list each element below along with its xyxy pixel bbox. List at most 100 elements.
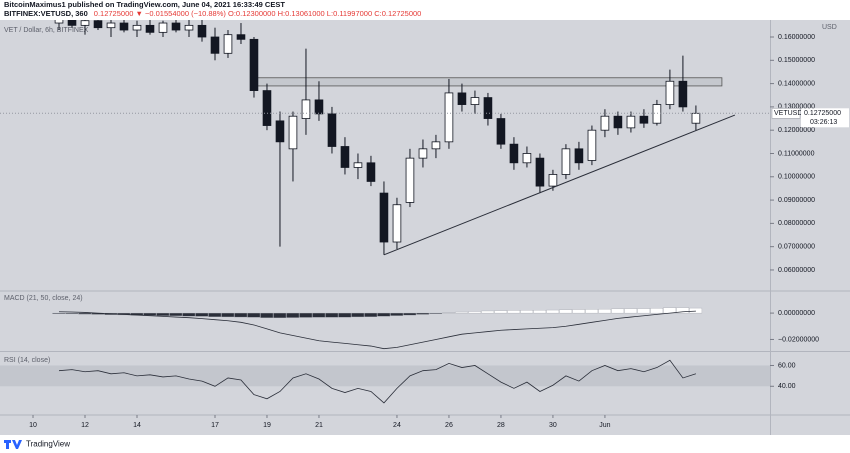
macd-histogram-bar xyxy=(455,311,469,314)
macd-histogram-bar xyxy=(325,312,339,318)
candle-body xyxy=(210,36,220,54)
macd-histogram-bar xyxy=(234,312,248,318)
x-tick-label: 17 xyxy=(211,422,219,429)
last-price-bg xyxy=(801,108,849,128)
macd-histogram-bar xyxy=(585,309,599,314)
macd-histogram-bar xyxy=(546,309,560,314)
y-tick-label: 0.09000000 xyxy=(778,197,815,204)
macd-histogram-bar xyxy=(338,312,352,318)
candle-body xyxy=(54,20,64,24)
candle-body xyxy=(327,113,337,147)
candle-body xyxy=(509,143,519,164)
candle-body xyxy=(574,148,584,164)
macd-histogram-bar xyxy=(208,312,222,317)
candle-body xyxy=(418,148,428,159)
rsi-band xyxy=(0,365,770,387)
macd-histogram-bar xyxy=(351,312,365,318)
macd-histogram-bar xyxy=(637,308,651,314)
x-tick-label: 28 xyxy=(497,422,505,429)
y-tick-label: 40.00 xyxy=(778,383,796,390)
macd-histogram-bar xyxy=(416,312,430,315)
macd-histogram-bar xyxy=(598,308,612,314)
macd-histogram-bar xyxy=(624,308,638,314)
macd-histogram-bar xyxy=(403,312,417,316)
candle-body xyxy=(470,97,480,105)
candle-body xyxy=(483,97,493,119)
quote: 0.12725000 ▼ −0.01554000 (−10.88%) O:0.1… xyxy=(94,9,422,18)
candle-body xyxy=(158,22,168,33)
macd-histogram-bar xyxy=(195,312,209,317)
y-tick-label: 0.13000000 xyxy=(778,104,815,111)
candle-body xyxy=(379,192,389,243)
candle-body xyxy=(665,80,675,105)
candle-body xyxy=(340,146,350,168)
candle-body xyxy=(93,20,103,29)
x-tick-label: 14 xyxy=(133,422,141,429)
candle-body xyxy=(600,115,610,131)
macd-histogram-bar xyxy=(364,312,378,317)
trendline xyxy=(383,114,736,256)
candle-body xyxy=(236,34,246,40)
pane xyxy=(0,359,770,404)
candle-body xyxy=(405,157,415,203)
candle-body xyxy=(587,129,597,161)
candle-body xyxy=(522,153,532,164)
countdown: 03:26:13 xyxy=(810,119,837,126)
candle-body xyxy=(613,115,623,129)
macd-histogram-bar xyxy=(481,310,495,314)
macd-histogram-bar xyxy=(572,309,586,314)
candle-body xyxy=(184,24,194,31)
candle-body xyxy=(639,115,649,124)
candle-body xyxy=(171,22,181,31)
macd-histogram-bar xyxy=(494,310,508,314)
candle-body xyxy=(119,22,129,31)
macd-histogram-bar xyxy=(520,310,534,314)
macd-histogram-bar xyxy=(65,312,79,315)
macd-histogram-bar xyxy=(377,312,391,317)
y-tick-label: 0.10000000 xyxy=(778,174,815,181)
x-tick-label: 26 xyxy=(445,422,453,429)
candle-body xyxy=(353,162,363,168)
macd-histogram-bar xyxy=(273,312,287,318)
macd-histogram-bar xyxy=(507,310,521,314)
published-line: BitcoinMaximus1 published on TradingView… xyxy=(4,0,285,9)
x-tick-label: 21 xyxy=(315,422,323,429)
candle-body xyxy=(80,20,90,26)
macd-title: MACD (21, 50, close, 24) xyxy=(4,295,83,302)
candle-body xyxy=(288,115,298,150)
resistance-zone xyxy=(253,77,723,87)
candle-body xyxy=(301,99,311,119)
y-tick-label: 0.08000000 xyxy=(778,220,815,227)
candle-body xyxy=(678,80,688,108)
x-tick-label: 19 xyxy=(263,422,271,429)
macd-histogram-bar xyxy=(468,311,482,314)
candle-body xyxy=(691,112,701,124)
candle-body xyxy=(275,120,285,143)
macd-histogram-bar xyxy=(533,310,547,314)
pane xyxy=(0,20,770,256)
candle-body xyxy=(392,204,402,243)
candle-body xyxy=(457,92,467,105)
currency: USD xyxy=(822,24,837,31)
macd-histogram-bar xyxy=(286,312,300,318)
candle-body xyxy=(548,174,558,187)
candle-body xyxy=(67,20,77,26)
last-price: 0.12725000 xyxy=(804,110,841,117)
macd-histogram-bar xyxy=(559,309,573,314)
candle-body xyxy=(535,157,545,187)
macd-histogram-bar xyxy=(247,312,261,318)
macd-histogram-bar xyxy=(169,312,183,317)
macd-histogram-bar xyxy=(299,312,313,318)
y-tick-label: 0.06000000 xyxy=(778,267,815,274)
macd-histogram-bar xyxy=(78,312,92,315)
candle-body xyxy=(145,24,155,33)
macd-histogram-bar xyxy=(312,312,326,318)
y-tick-label: 0.14000000 xyxy=(778,80,815,87)
y-tick-label: −0.02000000 xyxy=(778,336,819,343)
logo xyxy=(4,440,22,449)
candle-body xyxy=(262,90,272,126)
macd-histogram-bar xyxy=(676,307,690,314)
candle-body xyxy=(314,99,324,115)
candle-body xyxy=(197,24,207,38)
